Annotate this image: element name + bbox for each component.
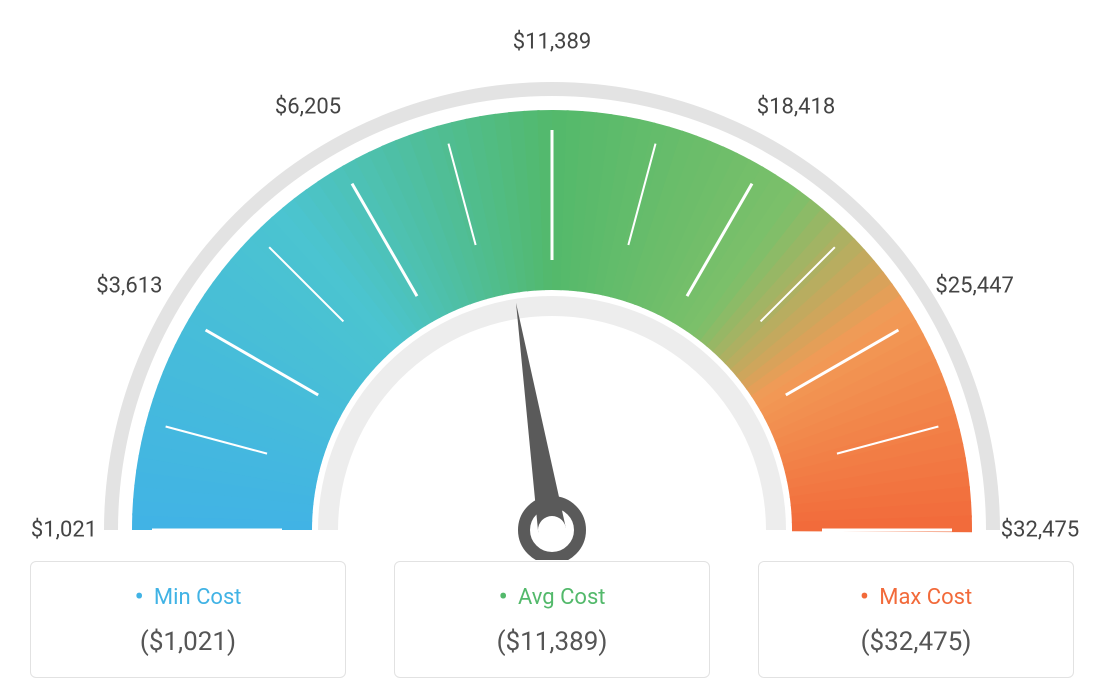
- gauge-needle-hub-inner: [538, 516, 566, 544]
- gauge-tick-label: $18,418: [757, 95, 836, 120]
- legend-row: Min Cost ($1,021) Avg Cost ($11,389) Max…: [0, 561, 1104, 678]
- legend-min-value: ($1,021): [41, 627, 335, 657]
- gauge-tick-label: $11,389: [513, 30, 592, 55]
- legend-card-min: Min Cost ($1,021): [30, 561, 346, 678]
- gauge-tick-label: $3,613: [96, 274, 162, 299]
- legend-avg-title: Avg Cost: [405, 580, 699, 613]
- legend-max-title: Max Cost: [769, 580, 1063, 613]
- gauge-tick-label: $1,021: [31, 518, 97, 543]
- legend-card-max: Max Cost ($32,475): [758, 561, 1074, 678]
- gauge-tick-label: $32,475: [1001, 518, 1080, 543]
- gauge-tick-label: $6,205: [275, 95, 341, 120]
- legend-avg-value: ($11,389): [405, 627, 699, 657]
- gauge-tick-label: $25,447: [935, 274, 1014, 299]
- legend-max-value: ($32,475): [769, 627, 1063, 657]
- legend-min-title: Min Cost: [41, 580, 335, 613]
- cost-gauge: $1,021 $3,613 $6,205 $11,389 $18,418 $25,447 $…: [0, 0, 1104, 560]
- legend-card-avg: Avg Cost ($11,389): [394, 561, 710, 678]
